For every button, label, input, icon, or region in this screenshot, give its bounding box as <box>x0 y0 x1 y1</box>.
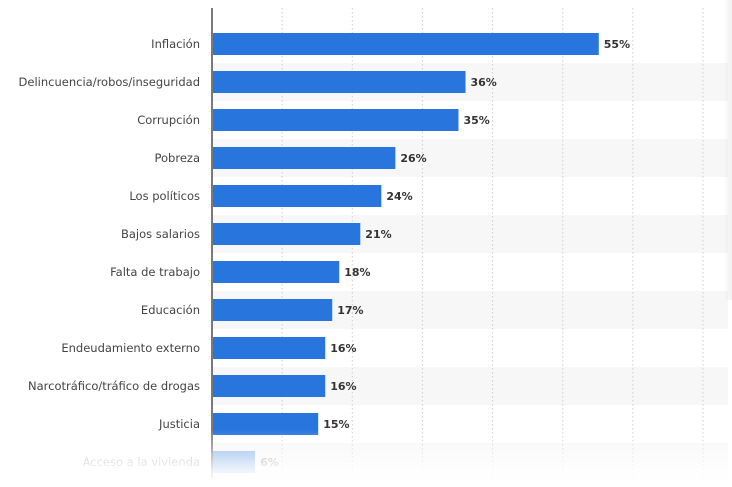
data-label: 35% <box>464 114 490 127</box>
bar <box>213 71 466 93</box>
data-label: 24% <box>386 190 412 203</box>
category-label: Educación <box>141 303 200 317</box>
bar <box>213 109 459 131</box>
category-label: Bajos salarios <box>121 227 200 241</box>
category-label: Corrupción <box>137 113 200 127</box>
category-label: Inflación <box>151 37 200 51</box>
category-label: Endeudamiento externo <box>61 341 200 355</box>
data-label: 26% <box>400 152 426 165</box>
data-label: 36% <box>471 76 497 89</box>
data-label: 16% <box>330 380 356 393</box>
bar <box>213 451 256 473</box>
bar <box>213 375 326 397</box>
category-label: Narcotráfico/tráfico de drogas <box>28 379 200 393</box>
category-label: Pobreza <box>155 151 201 165</box>
category-label: Justicia <box>158 417 200 431</box>
data-label: 16% <box>330 342 356 355</box>
bar <box>213 33 599 55</box>
data-label: 21% <box>365 228 391 241</box>
data-label: 15% <box>323 418 349 431</box>
row-band <box>212 443 728 481</box>
category-label: Los políticos <box>129 189 200 203</box>
data-label: 18% <box>344 266 370 279</box>
category-label: Falta de trabajo <box>110 265 200 279</box>
bar <box>213 261 340 283</box>
data-label: 55% <box>604 38 630 51</box>
category-label: Delincuencia/robos/inseguridad <box>19 75 200 89</box>
data-label: 6% <box>260 456 279 469</box>
bar <box>213 413 319 435</box>
bar <box>213 299 333 321</box>
category-label: Acceso a la vivienda <box>83 455 200 469</box>
bar <box>213 147 396 169</box>
bar <box>213 223 361 245</box>
bar <box>213 337 326 359</box>
bar <box>213 185 382 207</box>
data-label: 17% <box>337 304 363 317</box>
